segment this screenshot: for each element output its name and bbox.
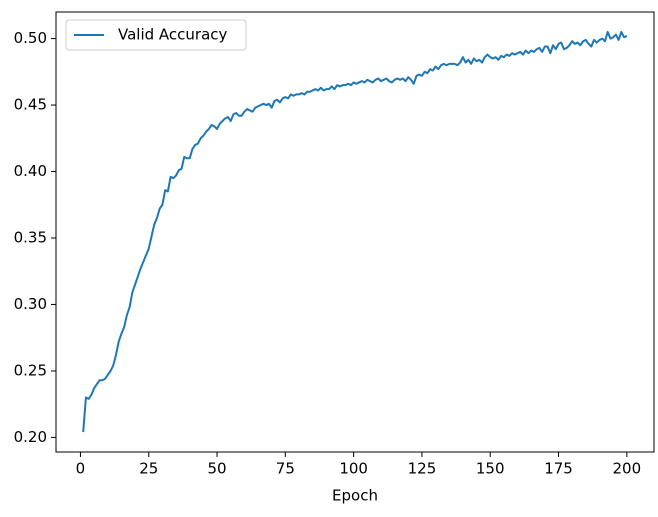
y-tick-label: 0.25 xyxy=(14,361,47,379)
legend-box xyxy=(65,19,247,51)
x-tick-label: 75 xyxy=(276,460,295,478)
y-tick-label: 0.35 xyxy=(14,228,47,246)
x-tick-label: 100 xyxy=(339,460,368,478)
y-tick-label: 0.20 xyxy=(14,428,47,446)
y-tick-label: 0.40 xyxy=(14,162,47,180)
legend-label: Valid Accuracy xyxy=(118,26,228,44)
x-tick-label: 200 xyxy=(612,460,641,478)
data-line xyxy=(82,30,628,433)
x-tick-label: 150 xyxy=(476,460,505,478)
x-tick-label: 175 xyxy=(544,460,573,478)
y-tick-label: 0.50 xyxy=(14,29,47,47)
plot-frame xyxy=(55,11,655,453)
x-tick-label: 0 xyxy=(76,460,86,478)
x-tick-label: 125 xyxy=(408,460,437,478)
y-tick-label: 0.45 xyxy=(14,96,47,114)
x-tick-label: 25 xyxy=(139,460,158,478)
x-axis-label: Epoch xyxy=(332,487,378,505)
x-tick-label: 50 xyxy=(207,460,226,478)
y-tick-label: 0.30 xyxy=(14,295,47,313)
